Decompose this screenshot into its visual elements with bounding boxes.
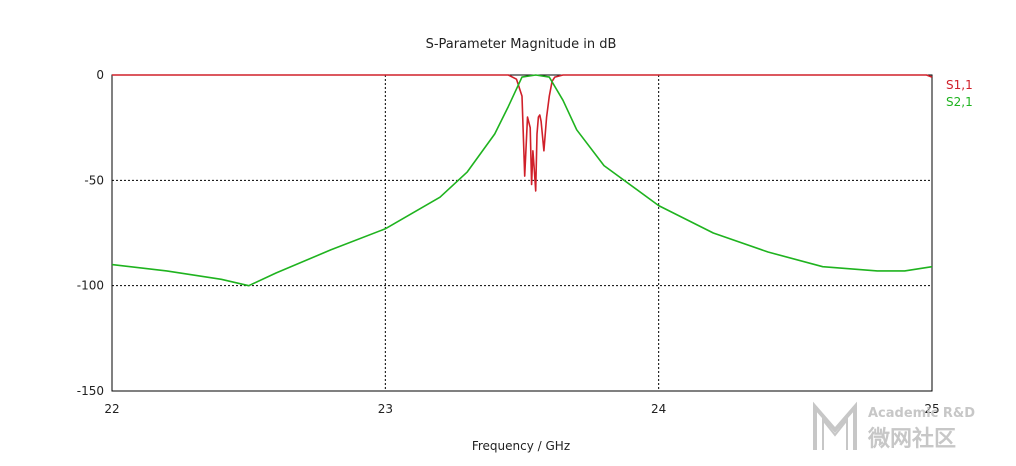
watermark-line1: Academic R&D: [868, 406, 975, 421]
series-layer: [111, 74, 933, 287]
x-tick-label: 24: [651, 402, 666, 416]
chart-title: S-Parameter Magnitude in dB: [426, 37, 617, 52]
tick-labels: 22 23 24 25 0 -50 -100 -150: [77, 68, 940, 416]
x-tick-label: 25: [924, 402, 939, 416]
grid: [112, 75, 932, 391]
series-line-s11: [112, 74, 933, 192]
x-axis-label: Frequency / GHz: [472, 439, 570, 453]
x-tick-label: 22: [104, 402, 119, 416]
y-tick-label: 0: [96, 68, 104, 82]
x-tick-label: 23: [378, 402, 393, 416]
y-tick-label: -50: [84, 173, 104, 187]
y-tick-label: -100: [77, 279, 104, 293]
plot-frame: [111, 74, 933, 392]
watermark-line2: 微网社区: [867, 426, 956, 452]
watermark-logo-icon: [813, 401, 857, 450]
y-tick-label: -150: [77, 384, 104, 398]
watermark: Academic R&D 微网社区: [813, 401, 975, 452]
legend-s21: S2,1: [946, 95, 973, 109]
series-line-s21: [111, 74, 933, 287]
legend-s11: S1,1: [946, 78, 973, 92]
